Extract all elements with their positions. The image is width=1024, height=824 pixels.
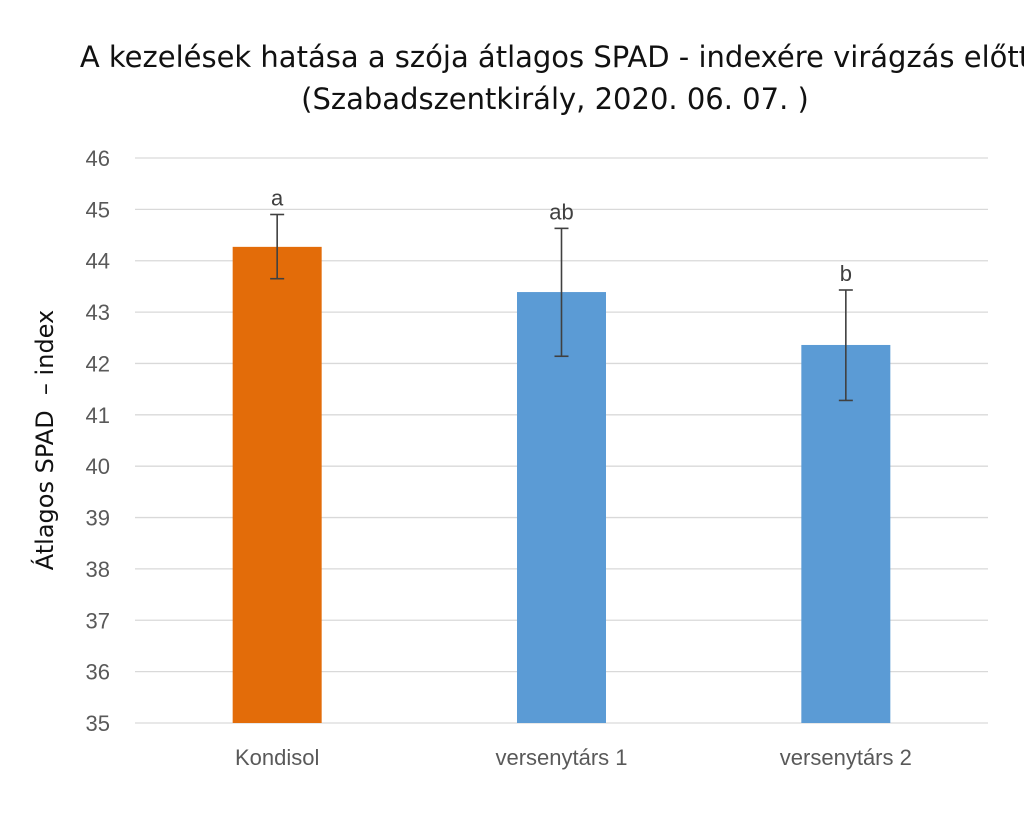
x-tick-label: Kondisol <box>235 745 319 770</box>
significance-label: ab <box>549 199 573 224</box>
y-tick-label: 46 <box>86 146 110 171</box>
y-tick-label: 38 <box>86 557 110 582</box>
y-tick-label: 36 <box>86 660 110 685</box>
y-tick-label: 35 <box>86 711 110 736</box>
y-tick-label: 39 <box>86 506 110 531</box>
x-axis-ticks: Kondisol versenytárs 1 versenytárs 2 <box>235 745 912 770</box>
bar <box>232 246 322 724</box>
x-tick-label: versenytárs 1 <box>495 745 627 770</box>
significance-labels: a ab b <box>271 186 852 287</box>
bars <box>232 246 891 724</box>
y-tick-label: 44 <box>86 249 110 274</box>
bar <box>801 344 891 723</box>
y-tick-label: 41 <box>86 403 110 428</box>
y-tick-label: 40 <box>86 454 110 479</box>
chart-subtitle: (Szabadszentkirály, 2020. 06. 07. ) <box>301 82 809 116</box>
significance-label: a <box>271 186 284 211</box>
y-axis-ticks: 35 36 37 38 39 40 41 42 43 44 45 46 <box>86 146 110 736</box>
x-tick-label: versenytárs 2 <box>780 745 912 770</box>
significance-label: b <box>840 261 852 286</box>
y-tick-label: 45 <box>86 197 110 222</box>
chart-title: A kezelések hatása a szója átlagos SPAD … <box>79 40 1024 74</box>
bar <box>517 292 606 723</box>
y-tick-label: 37 <box>86 608 110 633</box>
error-bars <box>270 213 853 402</box>
y-tick-label: 42 <box>86 351 110 376</box>
y-tick-label: 43 <box>86 300 110 325</box>
